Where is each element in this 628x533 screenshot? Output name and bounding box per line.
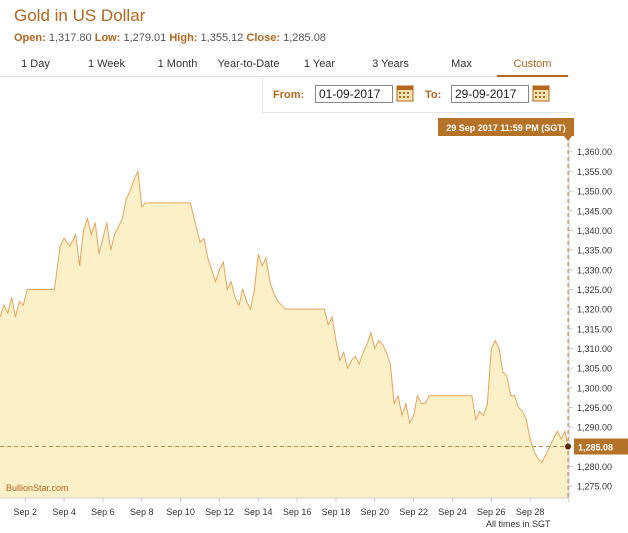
current-value-label: 1,285.08 [578, 443, 613, 453]
tab-1-week[interactable]: 1 Week [87, 58, 126, 70]
price-area-fill [0, 171, 568, 498]
from-label: From: [273, 89, 305, 101]
date-tooltip-box [438, 118, 574, 136]
close-label: Close: [246, 32, 281, 44]
x-tick-label: Sep 24 [438, 507, 467, 517]
to-label: To: [425, 89, 442, 101]
calendar-icon[interactable] [396, 84, 414, 102]
low-value: 1,279.01 [123, 32, 167, 44]
y-tick-label: 1,345.00 [577, 206, 612, 216]
x-tick-label: Sep 8 [130, 507, 154, 517]
y-tick-label: 1,305.00 [577, 364, 612, 374]
y-tick-label: 1,350.00 [577, 187, 612, 197]
y-tick-label: 1,355.00 [577, 167, 612, 177]
timezone-footnote: All times in SGT [486, 519, 551, 529]
low-label: Low: [94, 32, 121, 44]
chart-title: Gold in US Dollar [14, 6, 146, 25]
x-tick-label: Sep 20 [361, 507, 390, 517]
tab-year-to-date[interactable]: Year-to-Date [217, 58, 280, 70]
y-tick-label: 1,290.00 [577, 423, 612, 433]
y-tick-label: 1,280.00 [577, 462, 612, 472]
y-tick-label: 1,295.00 [577, 403, 612, 413]
y-tick-label: 1,330.00 [577, 265, 612, 275]
high-value: 1,355.12 [200, 32, 244, 44]
x-tick-label: Sep 26 [477, 507, 506, 517]
tab-1-day[interactable]: 1 Day [21, 58, 50, 70]
x-tick-label: Sep 16 [283, 507, 312, 517]
tab-custom[interactable]: Custom [497, 54, 568, 77]
open-label: Open: [14, 32, 46, 44]
close-value: 1,285.08 [283, 32, 326, 44]
y-tick-label: 1,315.00 [577, 324, 612, 334]
date-tooltip-pointer [564, 136, 572, 141]
y-tick-label: 1,320.00 [577, 305, 612, 315]
date-tooltip-text: 29 Sep 2017 11:59 PM (SGT) [446, 123, 566, 133]
watermark-text: BullionStar.com [6, 483, 69, 493]
current-value-badge [574, 438, 628, 455]
tab-3-years[interactable]: 3 Years [372, 58, 409, 70]
tab-1-month[interactable]: 1 Month [157, 58, 198, 70]
to-date-input[interactable] [451, 85, 529, 103]
x-tick-label: Sep 2 [13, 507, 37, 517]
custom-range-box: From: To: [262, 78, 569, 113]
y-tick-label: 1,310.00 [577, 344, 612, 354]
ohlc-summary: Open: 1,317.80 Low: 1,279.01 High: 1,355… [14, 32, 326, 44]
y-tick-label: 1,360.00 [577, 147, 612, 157]
tab-1-year[interactable]: 1 Year [303, 58, 336, 70]
x-tick-label: Sep 4 [52, 507, 76, 517]
y-tick-label: 1,275.00 [577, 482, 612, 492]
x-tick-label: Sep 22 [399, 507, 428, 517]
x-tick-label: Sep 14 [244, 507, 273, 517]
y-tick-label: 1,340.00 [577, 226, 612, 236]
x-tick-label: Sep 10 [166, 507, 195, 517]
timeframe-tabs: 1 Day 1 Week 1 Month Year-to-Date 1 Year… [0, 54, 568, 77]
high-label: High: [169, 32, 198, 44]
open-value: 1,317.80 [48, 32, 92, 44]
y-tick-label: 1,300.00 [577, 383, 612, 393]
tab-max[interactable]: Max [451, 58, 472, 70]
y-tick-label: 1,325.00 [577, 285, 612, 295]
price-series-line [0, 169, 569, 464]
x-tick-label: Sep 28 [516, 507, 545, 517]
y-tick-label: 1,335.00 [577, 246, 612, 256]
from-date-input[interactable] [315, 85, 393, 103]
x-tick-label: Sep 18 [322, 507, 351, 517]
x-tick-label: Sep 12 [205, 507, 234, 517]
x-tick-label: Sep 6 [91, 507, 115, 517]
current-point-marker [565, 443, 571, 450]
calendar-icon[interactable] [532, 84, 550, 102]
